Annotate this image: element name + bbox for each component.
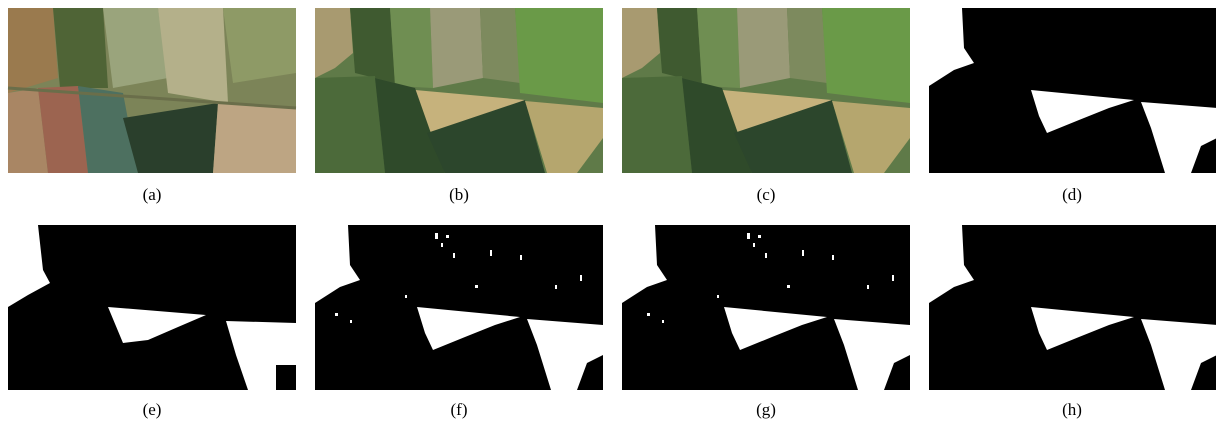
panel-caption: (c)	[757, 185, 776, 204]
mask	[315, 225, 603, 390]
panel-caption: (d)	[1062, 185, 1082, 204]
panel-caption: (f)	[451, 400, 468, 419]
figure: (a) (b) (c) (d) (e) (f) (g) (h)	[0, 0, 1216, 425]
panel-image	[622, 8, 910, 173]
panel-caption: (e)	[143, 400, 162, 419]
panel-image	[315, 8, 603, 173]
panel-image	[315, 225, 603, 390]
mask	[622, 225, 910, 390]
panel-image	[929, 225, 1216, 390]
panel-image	[8, 225, 296, 390]
mask-region	[276, 365, 296, 390]
panel-caption: (b)	[449, 185, 469, 204]
panel-image	[8, 8, 296, 173]
panel-image	[929, 8, 1216, 173]
panel-caption: (h)	[1062, 400, 1082, 419]
panel-caption: (a)	[143, 185, 162, 204]
panel-image	[622, 225, 910, 390]
panel-caption: (g)	[756, 400, 776, 419]
